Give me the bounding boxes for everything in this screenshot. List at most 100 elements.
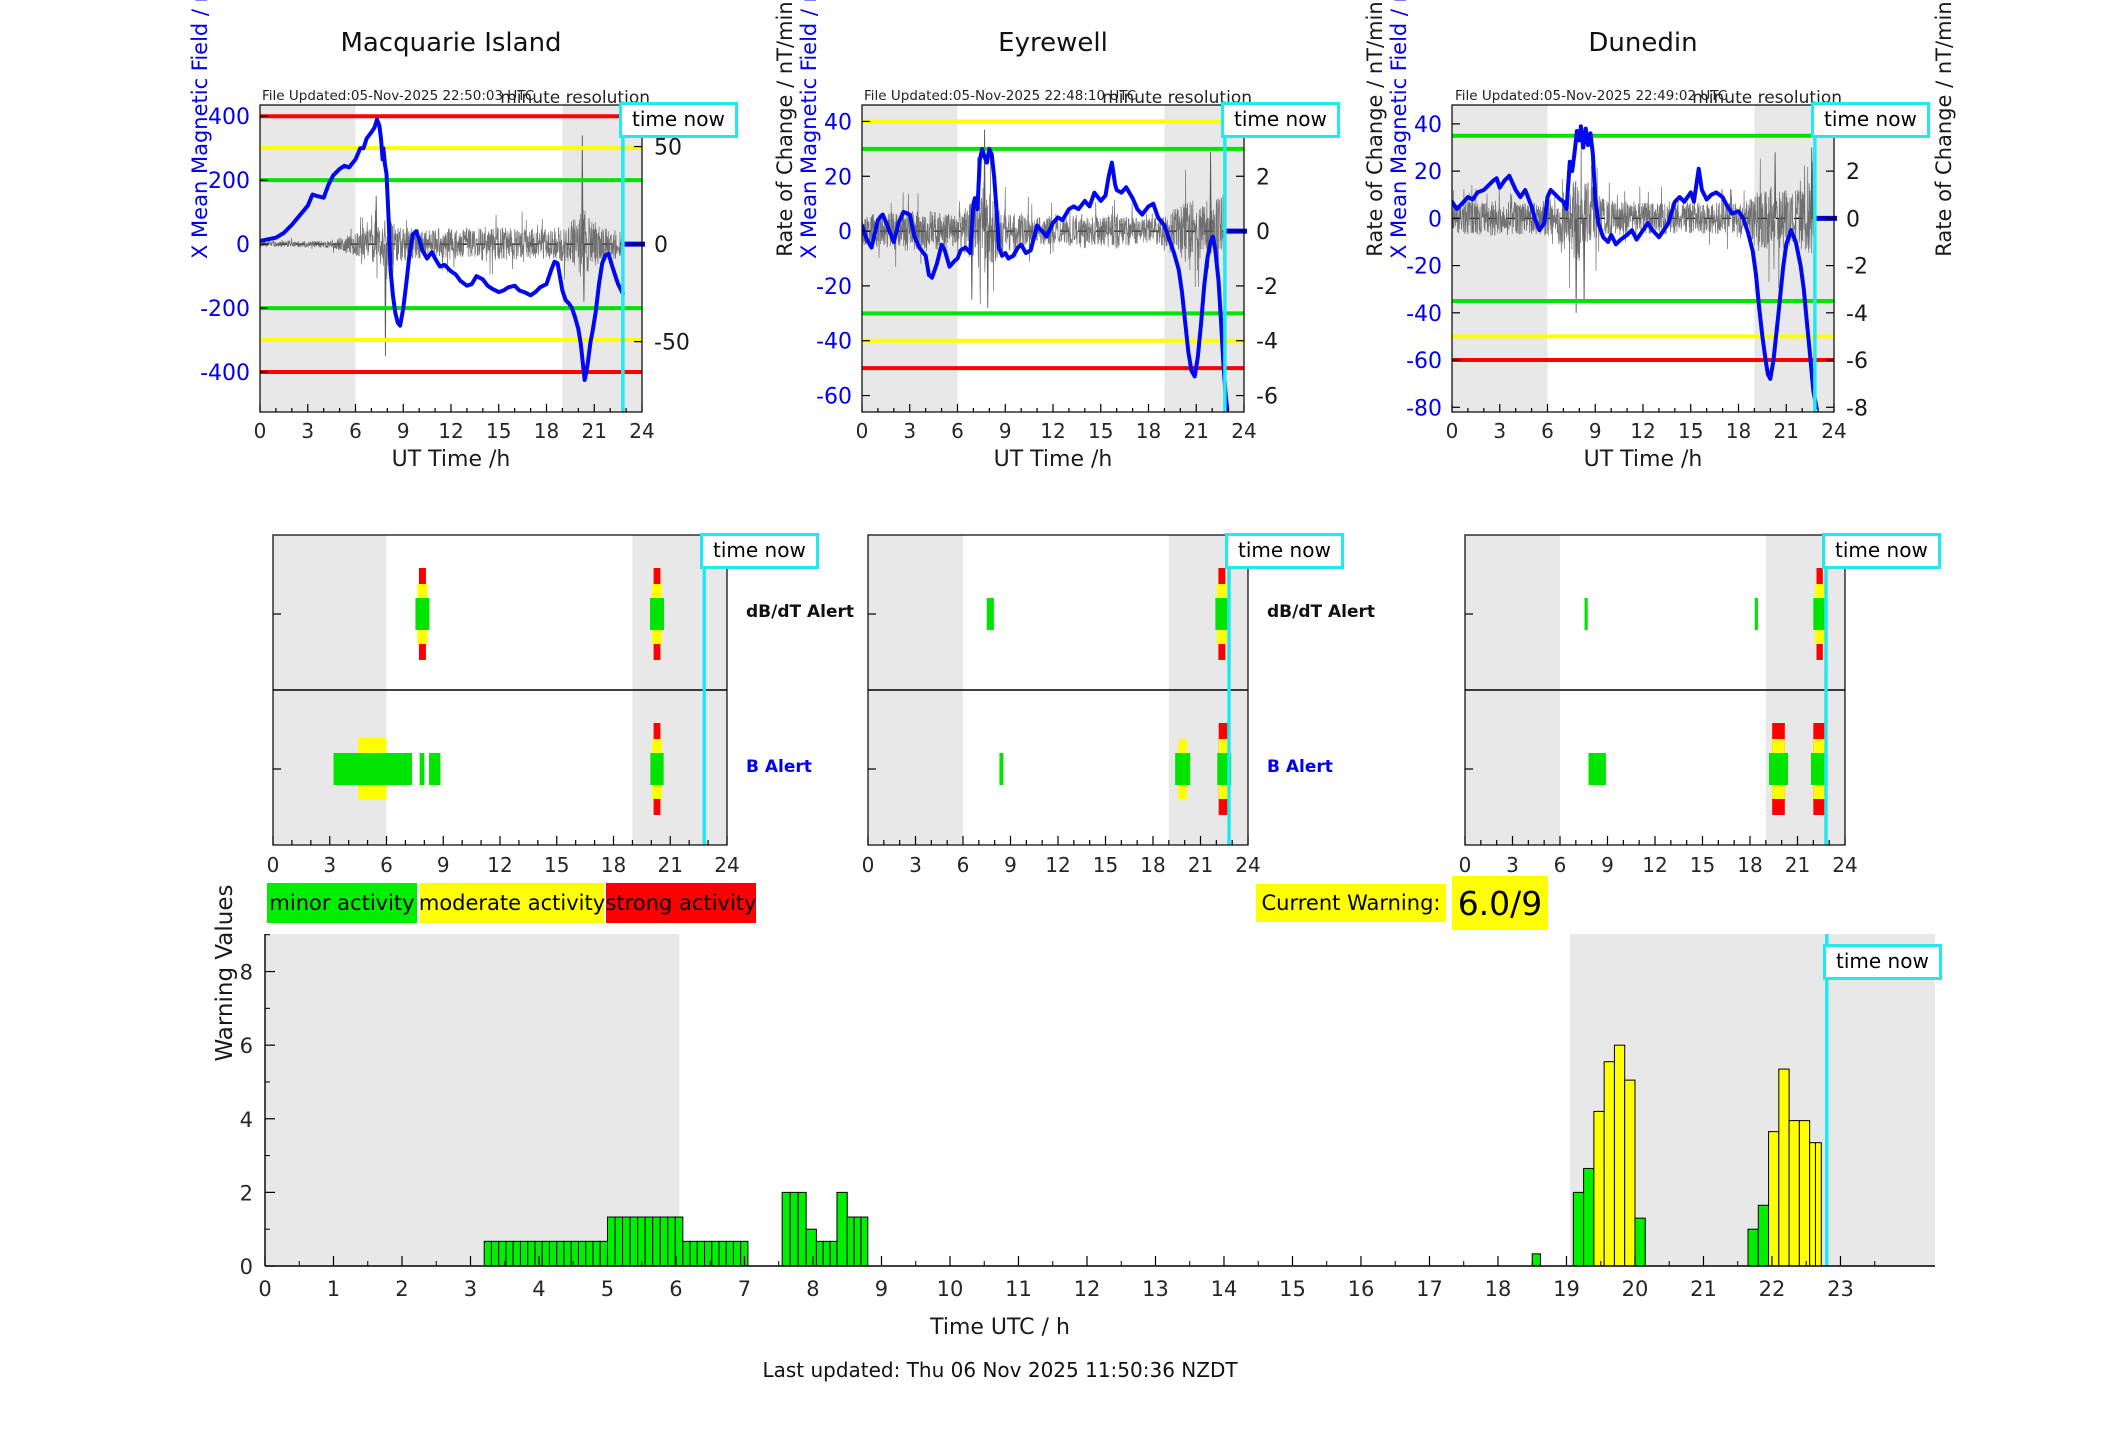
x-tick-label: 24	[1235, 853, 1260, 877]
x-tick-label: 2	[395, 1277, 408, 1301]
time-now-badge-top-macquarie: time now	[619, 102, 738, 138]
y-axis-label-warning-values: Warning Values	[212, 884, 238, 1062]
x-tick-label: 16	[1348, 1277, 1375, 1301]
y-tick-label-left: 400	[208, 105, 250, 130]
warning-bar	[637, 1216, 646, 1267]
y-tick-label-left: -400	[200, 361, 250, 386]
x-tick-label: 12	[1642, 853, 1667, 877]
warning-bar	[711, 1240, 720, 1267]
x-tick-label: 15	[1279, 1277, 1306, 1301]
legend-strong-activity: strong activity	[606, 883, 756, 923]
warning-bar	[1809, 1142, 1816, 1267]
x-tick-label: 3	[301, 419, 314, 443]
x-tick-label: 8	[806, 1277, 819, 1301]
resolution-note-eyrewell: minute resolution	[1102, 88, 1252, 108]
b-alert-marker-green	[1810, 753, 1828, 785]
x-tick-label: 24	[1821, 419, 1846, 443]
current-warning-label: Current Warning:	[1256, 884, 1446, 922]
warning-bar	[1624, 1079, 1636, 1267]
x-tick-label: 9	[1601, 853, 1614, 877]
warning-bar	[1814, 1142, 1822, 1267]
b-alert-marker-green	[333, 753, 413, 785]
y-tick-label: 0	[240, 1255, 253, 1279]
x-tick-label: 20	[1622, 1277, 1649, 1301]
x-tick-label: 3	[909, 853, 922, 877]
y-tick-label-right: 0	[1846, 207, 1860, 232]
y-tick-label-left: 0	[838, 220, 852, 245]
warning-bar	[652, 1216, 661, 1267]
x-tick-label: 15	[1088, 419, 1113, 443]
warning-bar	[659, 1216, 669, 1267]
warning-bar	[725, 1240, 734, 1267]
warning-bar	[570, 1240, 579, 1267]
y-tick-label-left: 0	[236, 233, 250, 258]
y-axis-label-rate-eyrewell: Rate of Change / nT/min	[1363, 1, 1387, 257]
x-tick-label: 15	[1093, 853, 1118, 877]
time-now-badge-top-dunedin: time now	[1811, 102, 1930, 138]
warning-bar	[505, 1240, 514, 1267]
rate-of-change-spike	[1810, 147, 1813, 219]
time-now-badge-mid-macquarie: time now	[700, 533, 819, 569]
dbdt-alert-marker-green	[986, 598, 994, 630]
x-tick-label: 18	[1136, 419, 1161, 443]
x-tick-label: 17	[1416, 1277, 1443, 1301]
quiet-period-band	[1164, 105, 1244, 412]
x-tick-label: 21	[1774, 419, 1799, 443]
station-title-eyrewell: Eyrewell	[998, 28, 1108, 58]
x-axis-label-dunedin: UT Time /h	[1583, 447, 1703, 472]
time-now-badge-mid-eyrewell: time now	[1225, 533, 1344, 569]
station-title-dunedin: Dunedin	[1588, 28, 1698, 58]
dbdt-alert-label-macquarie: dB/dT Alert	[746, 602, 855, 622]
x-tick-label: 11	[1005, 1277, 1032, 1301]
warning-bar	[853, 1216, 862, 1267]
warning-bar	[644, 1216, 654, 1267]
warning-bar	[519, 1240, 529, 1267]
warning-bar	[732, 1240, 742, 1267]
y-tick-label-left: -20	[1406, 255, 1442, 280]
dbdt-alert-marker-green	[1754, 598, 1758, 630]
x-tick-label: 14	[1211, 1277, 1238, 1301]
x-tick-label: 6	[951, 419, 964, 443]
y-tick-label-left: 40	[824, 110, 852, 135]
dbdt-alert-marker-green	[1215, 598, 1229, 630]
x-tick-label: 9	[1004, 853, 1017, 877]
x-tick-label: 9	[1589, 419, 1602, 443]
y-tick-label-left: 20	[1414, 160, 1442, 185]
time-now-badge-mid-dunedin: time now	[1822, 533, 1941, 569]
y-tick-label-right: -6	[1846, 349, 1868, 374]
time-now-badge-top-eyrewell: time now	[1221, 102, 1340, 138]
x-tick-label: 15	[486, 419, 511, 443]
resolution-note-dunedin: minute resolution	[1692, 88, 1842, 108]
warning-bar	[541, 1240, 550, 1267]
x-axis-label-macquarie: UT Time /h	[391, 447, 511, 472]
warning-bar	[1634, 1217, 1646, 1267]
resolution-note-macquarie: minute resolution	[500, 88, 650, 108]
y-axis-label-rate-macquarie: Rate of Change / nT/min	[773, 1, 797, 257]
x-tick-label: 21	[1690, 1277, 1717, 1301]
y-tick-label-left: 40	[1414, 113, 1442, 138]
warning-bar	[1788, 1120, 1800, 1267]
dbdt-alert-label-eyrewell: dB/dT Alert	[1267, 602, 1376, 622]
dbdt-alert-marker-green	[415, 598, 430, 630]
y-axis-label-rate-dunedin: Rate of Change / nT/min	[1932, 1, 1956, 257]
x-tick-label: 18	[1485, 1277, 1512, 1301]
b-alert-marker-green	[429, 753, 441, 785]
warning-bar	[592, 1240, 601, 1267]
y-tick-label-right: -2	[1256, 275, 1278, 300]
x-tick-label: 12	[438, 419, 463, 443]
warning-bar	[1747, 1228, 1759, 1267]
x-tick-label: 23	[1827, 1277, 1854, 1301]
x-tick-label: 6	[1554, 853, 1567, 877]
warning-bar	[815, 1240, 824, 1267]
warning-bar	[1757, 1204, 1770, 1267]
x-tick-label: 9	[397, 419, 410, 443]
y-tick-label: 8	[240, 961, 253, 985]
x-tick-label: 3	[1506, 853, 1519, 877]
warning-bar	[490, 1240, 500, 1267]
warning-bar	[606, 1216, 616, 1267]
warning-bar	[1613, 1044, 1626, 1267]
y-tick-label-left: -60	[1406, 349, 1442, 374]
x-tick-label: 18	[1140, 853, 1165, 877]
mean-field-line	[862, 146, 1230, 412]
b-alert-label-macquarie: B Alert	[746, 757, 812, 777]
